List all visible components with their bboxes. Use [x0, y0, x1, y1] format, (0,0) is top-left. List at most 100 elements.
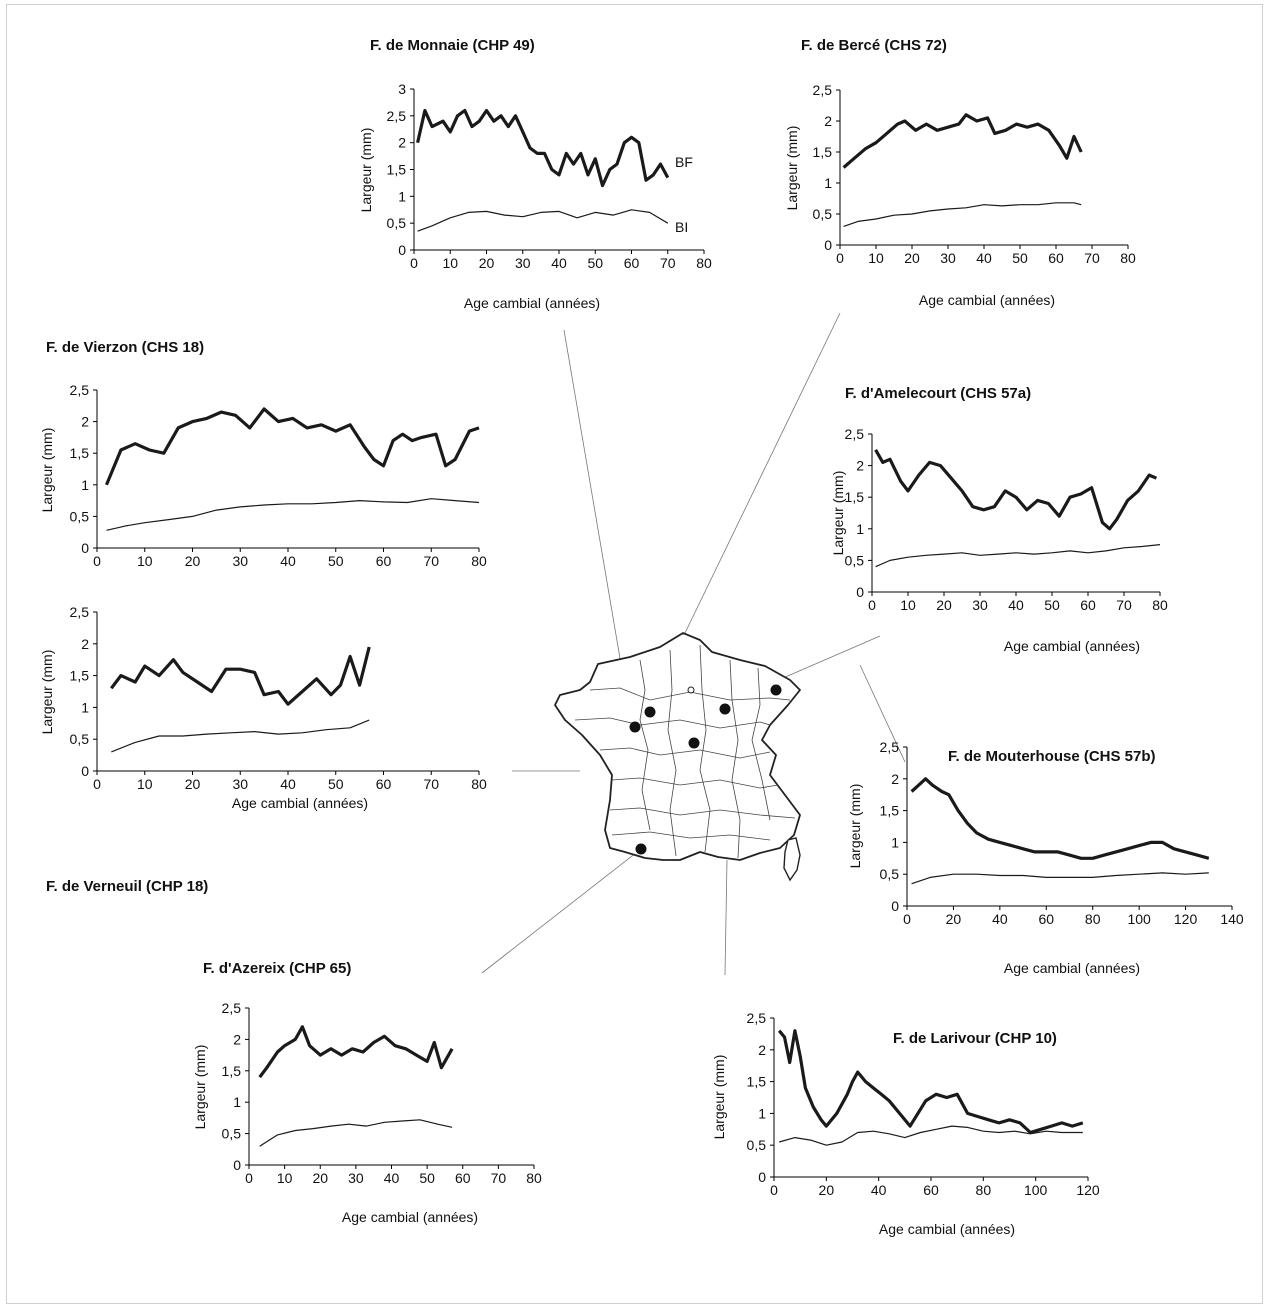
y-tick-label: 0,5 [70, 508, 90, 524]
x-tick-label: 60 [455, 1170, 471, 1186]
y-tick-label: 0 [398, 242, 406, 258]
x-tick-label: 0 [410, 255, 418, 271]
y-tick-label: 2 [891, 771, 899, 787]
x-axis-label: Age cambial (années) [464, 295, 600, 311]
x-tick-label: 20 [312, 1170, 328, 1186]
site-marker [635, 843, 647, 855]
y-tick-label: 2 [398, 135, 406, 151]
x-tick-label: 120 [1174, 911, 1198, 927]
x-tick-label: 80 [1120, 250, 1136, 266]
x-tick-label: 10 [137, 553, 153, 569]
x-tick-label: 40 [1008, 597, 1024, 613]
y-tick-label: 0,5 [747, 1137, 767, 1153]
x-tick-label: 80 [471, 776, 487, 792]
x-axis-label: Age cambial (années) [919, 292, 1055, 308]
department-boundary [574, 717, 771, 729]
map-connector-lines [481, 312, 906, 976]
x-tick-label: 100 [1024, 1182, 1048, 1198]
x-tick-label: 20 [819, 1182, 835, 1198]
x-tick-label: 0 [93, 553, 101, 569]
y-tick-label: 0,5 [70, 731, 90, 747]
y-axis-label: Largeur (mm) [39, 650, 55, 735]
x-tick-label: 100 [1127, 911, 1151, 927]
x-axis-label: Age cambial (années) [1004, 960, 1140, 976]
y-tick-label: 2 [233, 1031, 241, 1047]
department-boundary [729, 659, 741, 859]
y-tick-label: 0,5 [813, 206, 833, 222]
y-tick-label: 2,5 [880, 739, 900, 755]
series-annotation-bi: BI [675, 219, 688, 235]
x-tick-label: 70 [660, 255, 676, 271]
x-tick-label: 70 [491, 1170, 507, 1186]
x-tick-label: 50 [328, 553, 344, 569]
x-tick-label: 10 [137, 776, 153, 792]
y-tick-label: 1 [891, 834, 899, 850]
y-tick-label: 0 [856, 584, 864, 600]
x-tick-label: 30 [972, 597, 988, 613]
chart-mouterhouse: 0 20 40 60 80 100 120 140 0 0,5 1 1,5 2 2,5 Largeur (m… [847, 739, 1244, 976]
x-tick-label: 40 [280, 776, 296, 792]
x-tick-label: 60 [1080, 597, 1096, 613]
chart-title-mouterhouse: F. de Mouterhouse (CHS 57b) [948, 748, 1156, 765]
site-marker [770, 684, 782, 696]
chart-monnaie: 0 10 20 30 40 50 60 70 80 0 0,5 1 1,5 2 2,5 3 Largeur (m… [358, 81, 712, 311]
y-tick-label: 2 [824, 113, 832, 129]
series-annotation-bf: BF [675, 154, 693, 170]
y-tick-label: 3 [398, 81, 406, 97]
x-tick-label: 30 [348, 1170, 364, 1186]
x-tick-label: 30 [232, 553, 248, 569]
y-tick-label: 1 [81, 477, 89, 493]
x-tick-label: 0 [868, 597, 876, 613]
x-tick-label: 0 [93, 776, 101, 792]
x-tick-label: 50 [587, 255, 603, 271]
chart-vierzon: 0 10 20 30 40 50 60 70 80 0 0,5 1 1,5 2 2,5 Largeur (mm… [39, 382, 487, 569]
y-tick-label: 2,5 [70, 382, 90, 398]
series-line-bf [910, 777, 1210, 860]
site-marker [644, 706, 656, 718]
department-boundary [639, 659, 651, 831]
y-axis-label: Largeur (mm) [830, 471, 846, 556]
y-tick-label: 2,5 [747, 1010, 767, 1026]
chart-berce: 0 10 20 30 40 50 60 70 80 0 0,5 1 1,5 2 2,5 Largeur (mm… [784, 82, 1136, 308]
corsica-outline [783, 837, 801, 882]
x-tick-label: 40 [551, 255, 567, 271]
x-tick-label: 50 [1044, 597, 1060, 613]
x-tick-label: 70 [1084, 250, 1100, 266]
y-tick-label: 0 [81, 763, 89, 779]
y-tick-label: 2,5 [845, 426, 865, 442]
x-tick-label: 40 [871, 1182, 887, 1198]
y-tick-label: 2 [81, 636, 89, 652]
series-line-bi [106, 498, 480, 531]
y-tick-label: 2 [81, 414, 89, 430]
x-tick-label: 0 [903, 911, 911, 927]
figure-frame [6, 4, 1263, 1304]
chart-azereix: 0 10 20 30 40 50 60 70 80 0 0,5 1 1,5 2 2,5 Largeur (mm… [192, 1000, 542, 1225]
department-boundary [609, 807, 796, 819]
y-tick-label: 0 [824, 237, 832, 253]
x-tick-label: 20 [946, 911, 962, 927]
y-tick-label: 1,5 [70, 668, 90, 684]
series-line-bf [258, 1025, 454, 1079]
y-axis-label: Largeur (mm) [192, 1045, 208, 1130]
y-tick-label: 1 [233, 1094, 241, 1110]
y-tick-label: 0 [758, 1169, 766, 1185]
y-tick-label: 1,5 [747, 1074, 767, 1090]
chart-amelecourt: 0 10 20 30 40 50 60 70 80 0 0,5 1 1,5 2 2,5 Largeur (mm… [830, 426, 1168, 654]
x-tick-label: 30 [232, 776, 248, 792]
chart-title-larivour: F. de Larivour (CHP 10) [893, 1030, 1057, 1047]
france-outline [554, 632, 801, 861]
site-marker [719, 703, 731, 715]
x-tick-label: 40 [280, 553, 296, 569]
x-axis-label: Age cambial (années) [879, 1221, 1015, 1237]
chart-verneuil: 0 10 20 30 40 50 60 70 80 0 0,5 1 1,5 2 2,5 Largeur (mm… [39, 604, 487, 811]
y-tick-label: 1 [824, 175, 832, 191]
series-line-bi [259, 1119, 453, 1147]
x-tick-label: 120 [1076, 1182, 1100, 1198]
y-tick-label: 2,5 [70, 604, 90, 620]
x-tick-label: 20 [479, 255, 495, 271]
y-tick-label: 1,5 [845, 489, 865, 505]
series-line-bi [417, 209, 669, 232]
site-marker [688, 737, 700, 749]
